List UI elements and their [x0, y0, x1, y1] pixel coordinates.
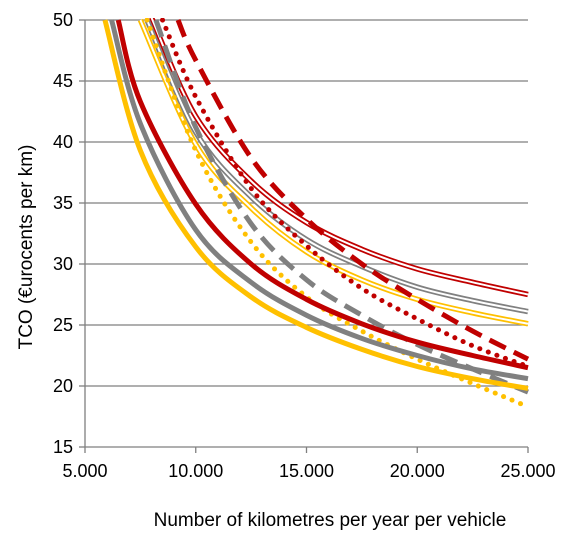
tick-label-layer: 15 20 25 30 35 40 45 50 5.000 10.000 15.000 20.000 2…	[53, 10, 556, 481]
plot-area	[102, 18, 530, 410]
y-axis-title: TCO (€urocents per km)	[16, 145, 37, 350]
series-line-red-solid	[115, 19, 529, 371]
series-line-yellow-solid	[102, 19, 529, 391]
series-line-yellow-double-outer	[137, 18, 529, 327]
y-tick-label: 15	[53, 437, 73, 457]
x-tick-label: 15.000	[279, 461, 334, 481]
grid-layer	[85, 19, 528, 448]
x-tick-label: 5.000	[62, 461, 107, 481]
axis-layer	[79, 19, 529, 453]
y-tick-label: 25	[53, 315, 73, 335]
series-line-gray-dashed	[153, 19, 529, 395]
series-line-yellow-double	[137, 18, 529, 327]
x-tick-label: 25.000	[500, 461, 555, 481]
x-tick-label: 20.000	[390, 461, 445, 481]
series-line-gray-solid	[109, 19, 529, 382]
y-tick-label: 30	[53, 254, 73, 274]
y-tick-label: 45	[53, 71, 73, 91]
series-line-red-dashed	[175, 18, 530, 362]
series-line-yellow-double-inner	[139, 19, 529, 325]
y-tick-label: 40	[53, 132, 73, 152]
x-axis-title: Number of kilometres per year per vehicl…	[154, 510, 507, 531]
series-line-red-dotted	[160, 18, 530, 369]
y-tick-label: 50	[53, 10, 73, 30]
x-tick-label: 10.000	[168, 461, 223, 481]
y-tick-label: 35	[53, 193, 73, 213]
y-tick-label: 20	[53, 376, 73, 396]
